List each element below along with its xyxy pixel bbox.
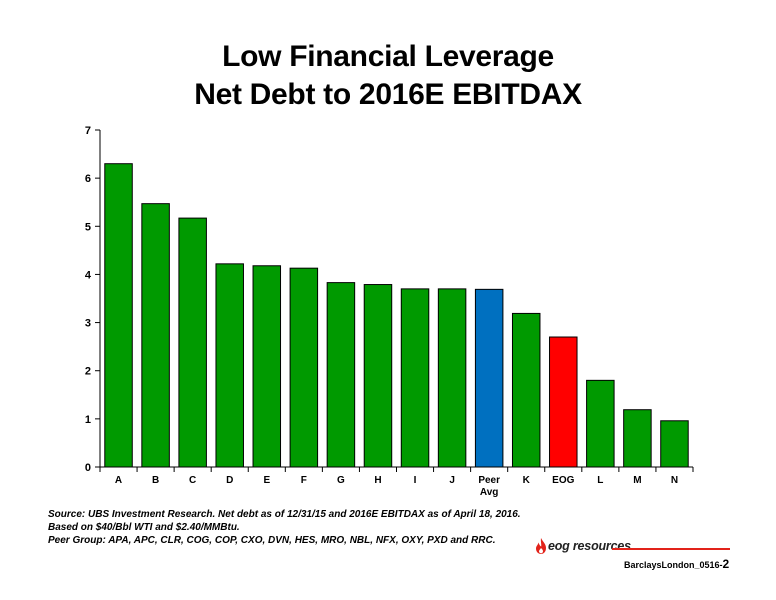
bar-9 — [437, 288, 467, 468]
x-tick-label-12: EOG — [552, 475, 574, 486]
bar-12 — [549, 336, 578, 468]
x-tick-label-11: K — [523, 475, 531, 486]
bar-3 — [215, 263, 244, 468]
bar-13 — [586, 379, 615, 468]
footer-divider — [612, 548, 730, 550]
x-tick-label-0: A — [115, 475, 122, 486]
x-tick-label-15: N — [671, 475, 678, 486]
bar-8 — [400, 288, 430, 468]
bar-0 — [104, 163, 133, 468]
source-line-3: Peer Group: APA, APC, CLR, COG, COP, CXO… — [48, 535, 496, 546]
x-tick-label-5: F — [301, 475, 307, 486]
flame-icon — [536, 538, 546, 554]
x-tick-label-13: L — [597, 475, 603, 486]
x-tick-label-14: M — [633, 475, 641, 486]
y-tick-label-6: 6 — [85, 173, 91, 185]
bar-10 — [474, 288, 504, 468]
x-tick-label-1: B — [152, 475, 159, 486]
x-tick-label-10: Peer Avg — [478, 475, 500, 498]
x-tick-label-6: G — [337, 475, 345, 486]
y-tick-label-0: 0 — [85, 462, 91, 474]
footer-label: BarclaysLondon_0516-2 — [624, 557, 729, 571]
y-tick-label-5: 5 — [85, 221, 91, 233]
page-number: 2 — [722, 557, 730, 571]
title-line-2: Net Debt to 2016E EBITDAX — [194, 78, 582, 111]
source-line-2: Based on $40/Bbl WTI and $2.40/MMBtu. — [48, 522, 240, 533]
y-tick-label-4: 4 — [85, 269, 92, 281]
footer-doc-id: BarclaysLondon_0516- — [624, 560, 723, 570]
bar-7 — [363, 284, 393, 468]
bar-2 — [178, 217, 207, 468]
bar-11 — [511, 312, 541, 468]
y-tick-label-1: 1 — [85, 414, 91, 426]
logo-text: eog resources — [548, 539, 631, 553]
source-line-1: Source: UBS Investment Research. Net deb… — [48, 509, 521, 520]
x-tick-label-8: I — [414, 475, 417, 486]
x-tick-label-9: J — [449, 475, 455, 486]
x-tick-label-3: D — [226, 475, 233, 486]
y-tick-label-7: 7 — [85, 125, 91, 137]
bar-15 — [660, 420, 689, 468]
x-tick-label-4: E — [263, 475, 270, 486]
bar-5 — [289, 267, 319, 468]
title-line-1: Low Financial Leverage — [222, 40, 554, 73]
y-tick-label-3: 3 — [85, 318, 91, 330]
y-tick-label-2: 2 — [85, 366, 91, 378]
source-note: Source: UBS Investment Research. Net deb… — [48, 508, 521, 547]
bar-4 — [252, 265, 282, 468]
company-logo: eog resources — [534, 537, 631, 555]
bar-6 — [326, 282, 356, 468]
bar-1 — [141, 203, 170, 468]
chart-title: Low Financial Leverage Net Debt to 2016E… — [0, 38, 776, 114]
x-tick-label-7: H — [374, 475, 381, 486]
bar-14 — [623, 409, 652, 468]
x-tick-label-2: C — [189, 475, 196, 486]
